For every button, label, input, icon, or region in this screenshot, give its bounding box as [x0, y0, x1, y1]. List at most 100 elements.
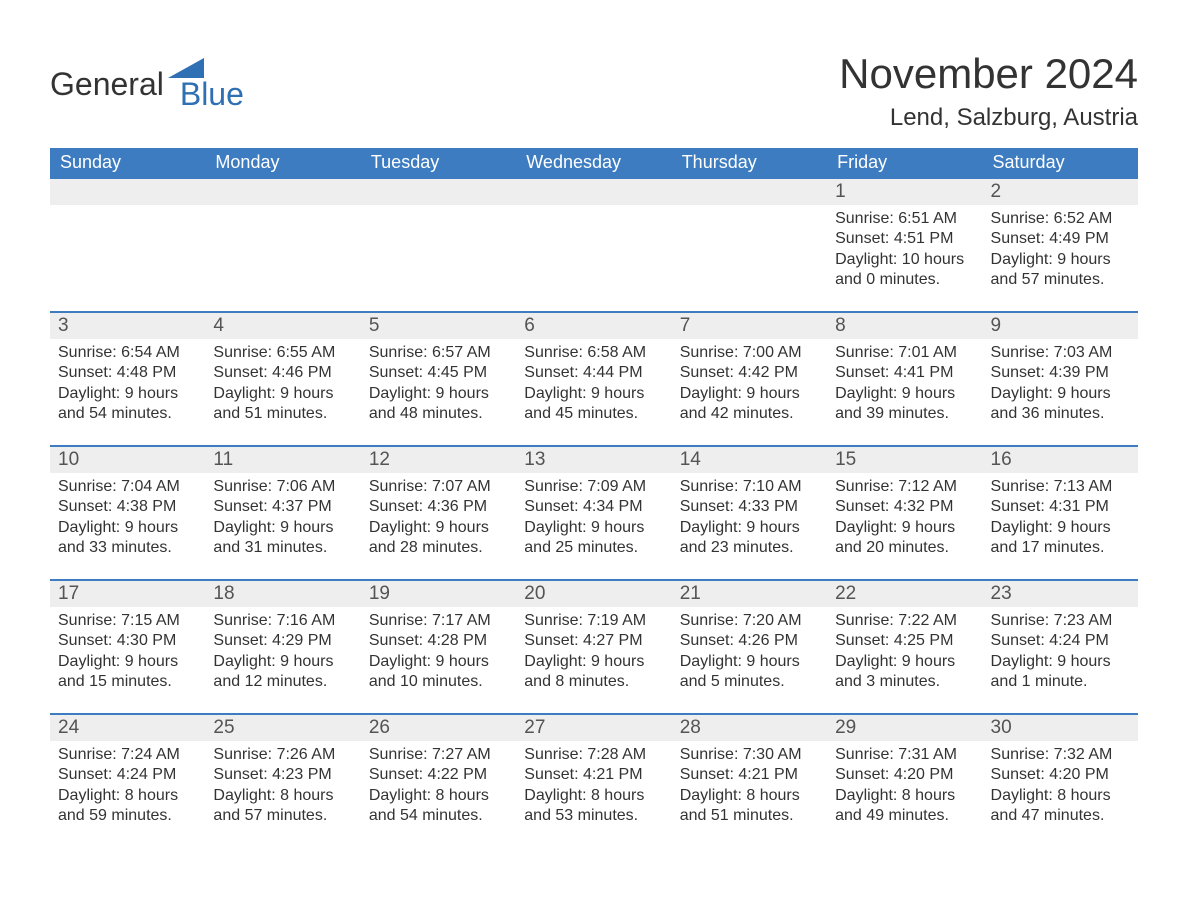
- sunset-text: Sunset: 4:38 PM: [58, 497, 197, 517]
- week-row: 3Sunrise: 6:54 AMSunset: 4:48 PMDaylight…: [50, 311, 1138, 445]
- daylight-text: Daylight: 9 hours and 48 minutes.: [369, 384, 508, 425]
- sunset-text: Sunset: 4:24 PM: [58, 765, 197, 785]
- weekday-header: Thursday: [672, 148, 827, 179]
- daylight-text: Daylight: 8 hours and 57 minutes.: [213, 786, 352, 827]
- daylight-text: Daylight: 8 hours and 49 minutes.: [835, 786, 974, 827]
- day-cell: 21Sunrise: 7:20 AMSunset: 4:26 PMDayligh…: [672, 581, 827, 713]
- sunset-text: Sunset: 4:46 PM: [213, 363, 352, 383]
- weekday-header: Wednesday: [516, 148, 671, 179]
- daylight-text: Daylight: 9 hours and 1 minute.: [991, 652, 1130, 693]
- weeks-container: 1Sunrise: 6:51 AMSunset: 4:51 PMDaylight…: [50, 179, 1138, 847]
- sunrise-text: Sunrise: 7:10 AM: [680, 477, 819, 497]
- sunset-text: Sunset: 4:37 PM: [213, 497, 352, 517]
- week-row: 1Sunrise: 6:51 AMSunset: 4:51 PMDaylight…: [50, 179, 1138, 311]
- day-number: 17: [50, 581, 205, 607]
- day-content: Sunrise: 7:15 AMSunset: 4:30 PMDaylight:…: [50, 607, 205, 693]
- daylight-text: Daylight: 8 hours and 59 minutes.: [58, 786, 197, 827]
- brand-word1: General: [50, 66, 164, 103]
- day-cell: 19Sunrise: 7:17 AMSunset: 4:28 PMDayligh…: [361, 581, 516, 713]
- day-number: 1: [827, 179, 982, 205]
- day-content: Sunrise: 7:22 AMSunset: 4:25 PMDaylight:…: [827, 607, 982, 693]
- day-number: 12: [361, 447, 516, 473]
- day-cell: 4Sunrise: 6:55 AMSunset: 4:46 PMDaylight…: [205, 313, 360, 445]
- day-number: [672, 179, 827, 205]
- day-cell: 15Sunrise: 7:12 AMSunset: 4:32 PMDayligh…: [827, 447, 982, 579]
- day-number: 13: [516, 447, 671, 473]
- sunset-text: Sunset: 4:24 PM: [991, 631, 1130, 651]
- day-number: 16: [983, 447, 1138, 473]
- day-cell: 1Sunrise: 6:51 AMSunset: 4:51 PMDaylight…: [827, 179, 982, 311]
- day-content: Sunrise: 7:27 AMSunset: 4:22 PMDaylight:…: [361, 741, 516, 827]
- daylight-text: Daylight: 9 hours and 5 minutes.: [680, 652, 819, 693]
- sunset-text: Sunset: 4:31 PM: [991, 497, 1130, 517]
- day-number: 6: [516, 313, 671, 339]
- daylight-text: Daylight: 9 hours and 17 minutes.: [991, 518, 1130, 559]
- day-content: Sunrise: 7:12 AMSunset: 4:32 PMDaylight:…: [827, 473, 982, 559]
- daylight-text: Daylight: 9 hours and 23 minutes.: [680, 518, 819, 559]
- day-content: Sunrise: 6:55 AMSunset: 4:46 PMDaylight:…: [205, 339, 360, 425]
- day-content: Sunrise: 6:57 AMSunset: 4:45 PMDaylight:…: [361, 339, 516, 425]
- daylight-text: Daylight: 9 hours and 8 minutes.: [524, 652, 663, 693]
- sunset-text: Sunset: 4:28 PM: [369, 631, 508, 651]
- day-number: 10: [50, 447, 205, 473]
- day-content: Sunrise: 7:23 AMSunset: 4:24 PMDaylight:…: [983, 607, 1138, 693]
- day-content: Sunrise: 7:13 AMSunset: 4:31 PMDaylight:…: [983, 473, 1138, 559]
- day-cell: 9Sunrise: 7:03 AMSunset: 4:39 PMDaylight…: [983, 313, 1138, 445]
- sunrise-text: Sunrise: 7:12 AM: [835, 477, 974, 497]
- day-cell: 2Sunrise: 6:52 AMSunset: 4:49 PMDaylight…: [983, 179, 1138, 311]
- weekday-header: Monday: [205, 148, 360, 179]
- day-cell: 10Sunrise: 7:04 AMSunset: 4:38 PMDayligh…: [50, 447, 205, 579]
- weekday-header: Friday: [827, 148, 982, 179]
- day-content: Sunrise: 7:10 AMSunset: 4:33 PMDaylight:…: [672, 473, 827, 559]
- day-number: 21: [672, 581, 827, 607]
- title-block: November 2024 Lend, Salzburg, Austria: [839, 50, 1138, 132]
- day-cell: 14Sunrise: 7:10 AMSunset: 4:33 PMDayligh…: [672, 447, 827, 579]
- day-content: Sunrise: 7:28 AMSunset: 4:21 PMDaylight:…: [516, 741, 671, 827]
- sunset-text: Sunset: 4:20 PM: [835, 765, 974, 785]
- day-content: Sunrise: 7:32 AMSunset: 4:20 PMDaylight:…: [983, 741, 1138, 827]
- day-number: 25: [205, 715, 360, 741]
- day-content: Sunrise: 6:51 AMSunset: 4:51 PMDaylight:…: [827, 205, 982, 291]
- sunrise-text: Sunrise: 7:03 AM: [991, 343, 1130, 363]
- sunset-text: Sunset: 4:41 PM: [835, 363, 974, 383]
- weekday-header: Tuesday: [361, 148, 516, 179]
- daylight-text: Daylight: 9 hours and 39 minutes.: [835, 384, 974, 425]
- sunset-text: Sunset: 4:51 PM: [835, 229, 974, 249]
- sunrise-text: Sunrise: 7:24 AM: [58, 745, 197, 765]
- day-number: 24: [50, 715, 205, 741]
- daylight-text: Daylight: 9 hours and 36 minutes.: [991, 384, 1130, 425]
- day-number: 8: [827, 313, 982, 339]
- sunrise-text: Sunrise: 7:17 AM: [369, 611, 508, 631]
- sunset-text: Sunset: 4:45 PM: [369, 363, 508, 383]
- sunset-text: Sunset: 4:27 PM: [524, 631, 663, 651]
- weekday-header: Sunday: [50, 148, 205, 179]
- day-content: Sunrise: 7:31 AMSunset: 4:20 PMDaylight:…: [827, 741, 982, 827]
- day-cell: 6Sunrise: 6:58 AMSunset: 4:44 PMDaylight…: [516, 313, 671, 445]
- sunrise-text: Sunrise: 7:16 AM: [213, 611, 352, 631]
- sunset-text: Sunset: 4:20 PM: [991, 765, 1130, 785]
- weekday-header: Saturday: [983, 148, 1138, 179]
- sunrise-text: Sunrise: 7:07 AM: [369, 477, 508, 497]
- header: General Blue November 2024 Lend, Salzbur…: [50, 50, 1138, 132]
- day-number: [205, 179, 360, 205]
- sunrise-text: Sunrise: 7:27 AM: [369, 745, 508, 765]
- sunrise-text: Sunrise: 7:13 AM: [991, 477, 1130, 497]
- day-content: Sunrise: 7:00 AMSunset: 4:42 PMDaylight:…: [672, 339, 827, 425]
- day-cell: 28Sunrise: 7:30 AMSunset: 4:21 PMDayligh…: [672, 715, 827, 847]
- day-cell: 27Sunrise: 7:28 AMSunset: 4:21 PMDayligh…: [516, 715, 671, 847]
- daylight-text: Daylight: 9 hours and 51 minutes.: [213, 384, 352, 425]
- sunset-text: Sunset: 4:29 PM: [213, 631, 352, 651]
- daylight-text: Daylight: 9 hours and 20 minutes.: [835, 518, 974, 559]
- daylight-text: Daylight: 9 hours and 15 minutes.: [58, 652, 197, 693]
- sunset-text: Sunset: 4:48 PM: [58, 363, 197, 383]
- sunrise-text: Sunrise: 7:22 AM: [835, 611, 974, 631]
- day-content: Sunrise: 7:24 AMSunset: 4:24 PMDaylight:…: [50, 741, 205, 827]
- sunset-text: Sunset: 4:42 PM: [680, 363, 819, 383]
- day-cell: 5Sunrise: 6:57 AMSunset: 4:45 PMDaylight…: [361, 313, 516, 445]
- brand-word2-wrap: Blue: [166, 58, 244, 110]
- day-content: Sunrise: 7:03 AMSunset: 4:39 PMDaylight:…: [983, 339, 1138, 425]
- day-number: 19: [361, 581, 516, 607]
- day-number: 29: [827, 715, 982, 741]
- day-number: 22: [827, 581, 982, 607]
- day-number: [361, 179, 516, 205]
